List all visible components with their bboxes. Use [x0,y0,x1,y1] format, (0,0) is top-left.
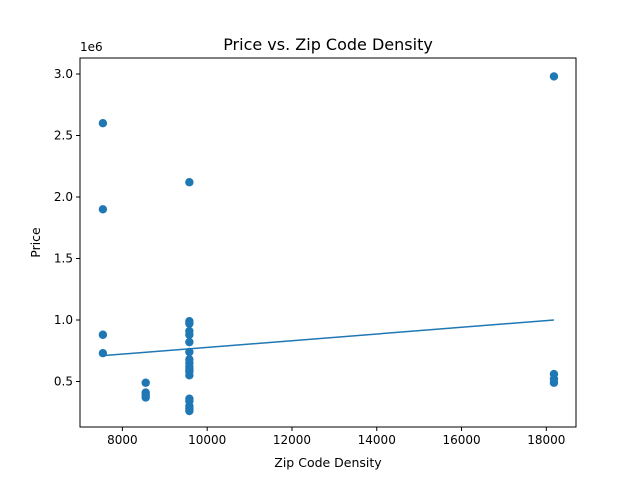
y-tick-label: 1.0 [54,313,73,327]
y-axis-label: Price [28,227,43,258]
data-point [98,205,108,214]
plot-frame [79,57,577,428]
x-tick-label: 8000 [107,433,138,447]
data-point [549,72,559,81]
chart-title: Price vs. Zip Code Density [223,35,433,54]
x-axis-ticks: 8000 10000 12000 14000 16000 18000 [107,427,565,447]
data-point [98,118,108,128]
data-point [185,319,194,328]
y-tick-label: 2.5 [54,128,73,142]
x-tick-label: 14000 [358,433,396,447]
x-tick-label: 16000 [442,433,480,447]
x-axis-label: Zip Code Density [274,455,382,470]
data-point [141,393,150,402]
y-tick-label: 2.0 [54,190,73,204]
data-point [98,330,108,339]
y-tick-label: 1.5 [54,251,73,265]
data-point [185,406,194,416]
data-point [185,371,194,380]
data-point [185,347,194,357]
trend-line [102,319,555,357]
data-point [185,178,194,187]
x-tick-label: 10000 [188,433,226,447]
x-tick-label: 12000 [273,433,311,447]
x-tick-label: 18000 [527,433,565,447]
data-point [141,378,150,387]
data-point [549,378,559,387]
y-axis-offset-label: 1e6 [80,40,103,54]
y-tick-label: 3.0 [54,67,73,81]
y-axis-ticks: 0.5 1.0 1.5 2.0 2.5 3.0 [54,67,80,388]
plot-content [98,72,559,416]
data-point [185,330,194,339]
data-point [185,337,194,347]
y-tick-label: 0.5 [54,374,73,388]
